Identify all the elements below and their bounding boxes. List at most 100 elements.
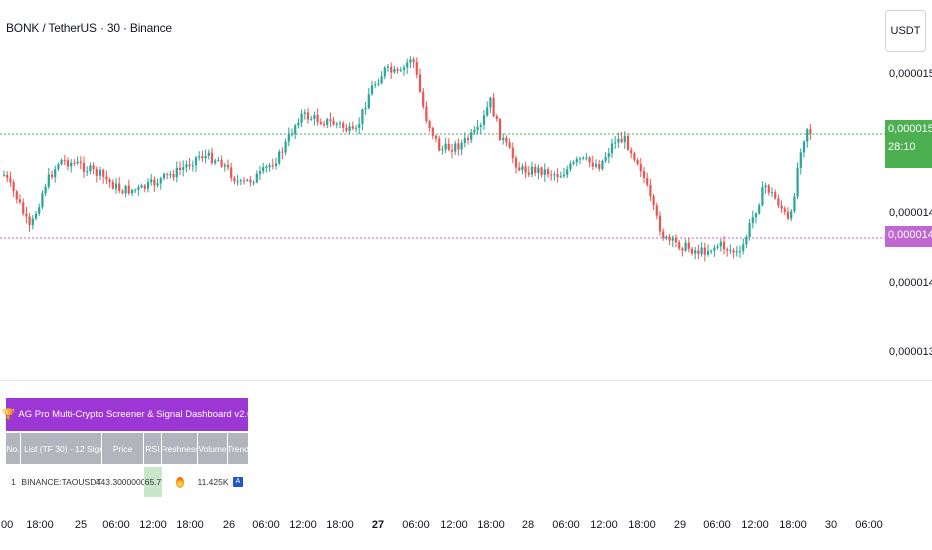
candle-body [66,160,70,167]
candle-body [572,162,575,164]
candle-body [735,251,738,253]
candle-body [425,106,428,122]
candle-body [668,236,671,241]
candle-body [806,129,809,142]
candle-body [719,241,722,247]
currency-button[interactable]: USDT [885,10,926,52]
time-axis-tick: 26 [222,519,236,531]
candle-body [690,248,694,254]
candle-body [252,182,255,184]
candle-body [575,159,578,163]
price-axis-label: 0,00001400 [889,277,932,289]
cell-volume: 11.425K [197,477,229,487]
candle-body [710,250,713,252]
candle-body [22,202,25,214]
candle-body [262,167,265,172]
screener-title-text: AG Pro Multi-Crypto Screener & Signal Da… [18,409,253,420]
candle-body [620,138,623,143]
candle-body [345,127,348,131]
candle-body [466,138,470,140]
candle-body [47,174,50,187]
candle-body [502,137,505,140]
chart-area[interactable] [0,0,932,380]
candle-body [508,142,511,148]
candle-body [700,247,703,255]
candle-body [322,123,326,125]
candle-body [799,152,802,168]
candle-body [649,184,652,197]
time-axis-tick: 30 [824,519,838,531]
candle-body [86,171,89,173]
time-axis-tick: 18:00 [26,519,54,531]
candle-body [236,181,239,183]
time-axis-tick: 06:00 [102,519,130,531]
candle-body [79,161,82,164]
candle-body [470,132,473,140]
candle-body [175,167,178,178]
candle-body [582,157,585,159]
candle-body [745,237,748,245]
col-header-freshness: Freshness [162,433,198,464]
cell-rsi: 65.7 [144,467,162,497]
candle-body [738,250,742,252]
candle-body [732,250,735,253]
candle-body [127,185,130,194]
candle-body [450,149,454,152]
candle-body [281,151,284,153]
candle-body [540,167,543,175]
candle-body [444,143,447,150]
candle-body [626,135,630,150]
candle-body [294,125,297,134]
candle-body [598,164,601,169]
candle-body [434,135,438,139]
time-axis-tick: 29 [673,519,687,531]
candle-body [569,163,572,170]
cell-no: 1 [11,477,16,487]
candle-body [44,186,47,194]
candle-body [284,141,287,153]
candle-body [358,124,361,128]
candle-body [204,155,207,159]
col-header-buy-list: Buy List (TF 30) - 12 Signals [21,433,102,464]
time-axis-tick: 12:00 [289,519,317,531]
candle-body [15,191,18,200]
candle-body [278,151,281,164]
last-price-value: 0,00001510 [888,123,932,135]
candle-body [716,246,719,248]
candle-body [54,169,57,178]
candle-body [2,174,6,176]
candle-body [790,211,793,219]
candle-body [108,179,111,182]
candle-body [6,174,9,179]
candlestick-chart[interactable] [0,0,932,380]
candle-body [242,180,246,182]
candle-body [767,185,770,193]
candle-body [159,178,162,184]
candle-body [537,167,540,173]
candle-body [300,113,303,123]
candle-body [511,147,514,159]
candle-body [95,168,98,176]
cell-price: 443.30000000 [95,477,151,487]
pane-divider[interactable] [0,380,932,381]
countdown-timer: 28:10 [888,141,916,153]
candle-body [34,213,38,219]
cell-symbol: BINANCE:TAOUSDT [21,477,102,487]
candle-body [783,208,786,212]
candle-body [82,163,86,172]
candle-body [438,138,441,151]
symbol-title[interactable]: BONK / TetherUS · 30 · Binance [6,21,172,35]
candle-body [482,115,486,126]
candle-body [473,130,476,133]
candle-body [258,171,262,174]
candle-body [623,135,626,143]
candle-body [780,205,783,209]
candle-body [610,143,614,154]
candle-body [114,183,118,189]
candle-body [457,143,460,150]
candle-body [674,237,678,243]
candle-body [764,185,767,188]
candle-body [191,165,194,167]
candle-body [604,157,607,161]
candle-body [178,167,182,170]
